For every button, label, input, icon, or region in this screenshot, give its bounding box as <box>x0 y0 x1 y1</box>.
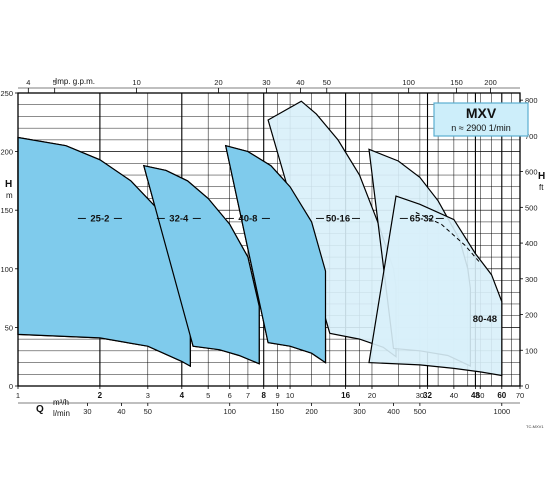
top-tick-label: 50 <box>323 78 331 87</box>
chart-code: TC-MXV1 <box>526 424 544 429</box>
lmin-tick-label: 500 <box>414 407 427 416</box>
top-tick-label: 100 <box>402 78 415 87</box>
bottom-tick-label: 1 <box>16 391 20 400</box>
y-right-tick-label: 700 <box>525 132 538 141</box>
series-label-50-16: 50-16 <box>326 213 350 224</box>
y-right-tick-label: 500 <box>525 203 538 212</box>
y-right-tick-label: 600 <box>525 168 538 177</box>
bottom-tick-label: 8 <box>261 391 266 400</box>
bottom-tick-label: 60 <box>497 391 506 400</box>
series-label-65-32: 65-32 <box>410 213 434 224</box>
bottom-axis-label: Q <box>36 404 44 415</box>
lmin-tick-label: 1000 <box>493 407 510 416</box>
top-tick-label: 10 <box>132 78 140 87</box>
top-tick-label: 5 <box>53 78 57 87</box>
lmin-tick-label: 400 <box>387 407 400 416</box>
top-tick-label: 20 <box>214 78 222 87</box>
right-axis-unit: ft <box>539 183 544 192</box>
right-axis-label: H <box>538 171 545 182</box>
series-areas: 25-2 32-4 40-8 50-16 65-32 80-48 <box>17 100 503 377</box>
top-tick-label: 4 <box>26 78 30 87</box>
bottom-tick-label: 40 <box>450 391 458 400</box>
bottom-tick-label: 7 <box>246 391 250 400</box>
left-axis-unit: m <box>6 191 13 200</box>
dashed-curve <box>415 212 481 264</box>
bottom-tick-label: 3 <box>146 391 150 400</box>
left-axis-label: H <box>5 179 12 190</box>
bottom-tick-label: 4 <box>180 391 185 400</box>
y-left-tick-label: 250 <box>0 89 13 98</box>
series-area-40-8-overlay <box>224 144 327 364</box>
bottom-tick-label: 32 <box>423 391 432 400</box>
bottom-tick-label: 16 <box>341 391 350 400</box>
top-tick-label: 200 <box>484 78 497 87</box>
y-left-tick-label: 150 <box>0 206 13 215</box>
lmin-tick-label: 100 <box>223 407 236 416</box>
chart-subtitle: n ≈ 2900 1/min <box>451 123 510 133</box>
top-tick-label: 30 <box>262 78 270 87</box>
series-label-25-2: 25-2 <box>90 213 109 224</box>
title-box: MXV n ≈ 2900 1/min <box>433 102 529 137</box>
y-left-tick-label: 50 <box>5 323 13 332</box>
bottom-tick-label: 10 <box>286 391 294 400</box>
bottom-tick-label: 70 <box>516 391 524 400</box>
bottom-tick-label: 6 <box>228 391 232 400</box>
top-tick-label: 40 <box>296 78 304 87</box>
lmin-tick-label: 30 <box>83 407 91 416</box>
bottom-tick-label: 20 <box>368 391 376 400</box>
bottom-tick-label: 48 <box>471 391 480 400</box>
bottom-axis-unit-lmin: l/min <box>53 409 70 418</box>
top-tick-label: 150 <box>450 78 463 87</box>
series-label-80-48: 80-48 <box>473 314 497 325</box>
lmin-tick-label: 150 <box>271 407 284 416</box>
series-area-80-48 <box>368 195 503 377</box>
series-label-32-4: 32-4 <box>169 213 189 224</box>
top-axis-label: Imp. g.p.m. <box>55 77 95 86</box>
y-left-tick-label: 200 <box>0 148 13 157</box>
bottom-tick-label: 9 <box>276 391 280 400</box>
y-right-tick-label: 300 <box>525 275 538 284</box>
y-right-tick-label: 100 <box>525 346 538 355</box>
y-right-tick-label: 800 <box>525 96 538 105</box>
series-label-40-8: 40-8 <box>238 213 257 224</box>
y-left-tick-label: 0 <box>9 382 13 391</box>
lmin-tick-label: 40 <box>117 407 125 416</box>
bottom-tick-label: 5 <box>206 391 210 400</box>
bottom-axis-unit-m3h: m³/h <box>53 398 69 407</box>
plot-border <box>17 92 521 387</box>
lmin-tick-label: 50 <box>144 407 152 416</box>
y-right-tick-label: 0 <box>525 382 529 391</box>
bottom-tick-label: 2 <box>98 391 103 400</box>
bottom-tick-label: 30 <box>416 391 424 400</box>
y-right-tick-label: 400 <box>525 239 538 248</box>
series-area-32-4-overlay <box>142 164 260 365</box>
chart-title: MXV <box>466 105 497 121</box>
axis-ticks: 0501001502002500100200300400500600700800… <box>0 78 537 416</box>
bottom-tick-label: 50 <box>476 391 484 400</box>
lmin-tick-label: 300 <box>353 407 366 416</box>
lmin-tick-label: 200 <box>305 407 318 416</box>
title-box-background <box>433 102 529 137</box>
y-right-tick-label: 200 <box>525 311 538 320</box>
y-left-tick-label: 100 <box>0 265 13 274</box>
plot-frame <box>17 92 521 387</box>
